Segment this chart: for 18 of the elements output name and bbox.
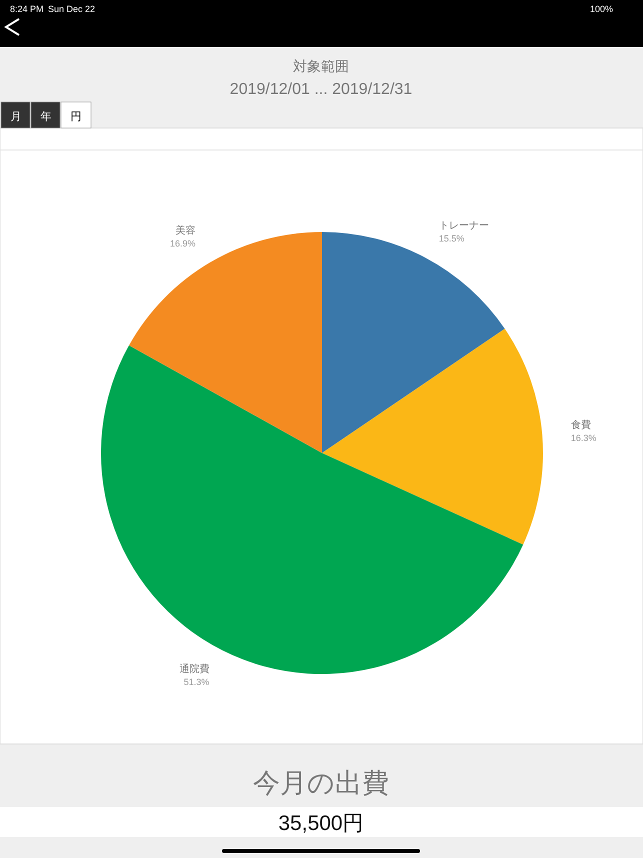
data-label: 51.3% [184, 676, 210, 687]
text: Sun Dec 22 [48, 4, 96, 14]
text: 年 [40, 111, 52, 123]
data-label: 15.5% [438, 233, 464, 244]
text: 100% [590, 4, 614, 14]
text: 今月の出費 [253, 768, 389, 798]
text: 円 [70, 111, 82, 123]
chart-subtitle: 2019/12/01 ... 2019/12/31 [230, 81, 412, 98]
slice-label: トレーナー [438, 220, 489, 232]
text: 月 [10, 111, 22, 123]
text: 35,500円 [278, 812, 364, 835]
data-label: 16.9% [170, 238, 196, 249]
slice-label: 通院費 [179, 662, 210, 675]
slice-label: 食費 [570, 418, 591, 431]
data-label: 16.3% [570, 432, 596, 443]
text: 8:24 PM [10, 4, 44, 14]
chart-title: 対象範囲 [293, 58, 349, 74]
slice-label: 美容 [176, 224, 196, 237]
